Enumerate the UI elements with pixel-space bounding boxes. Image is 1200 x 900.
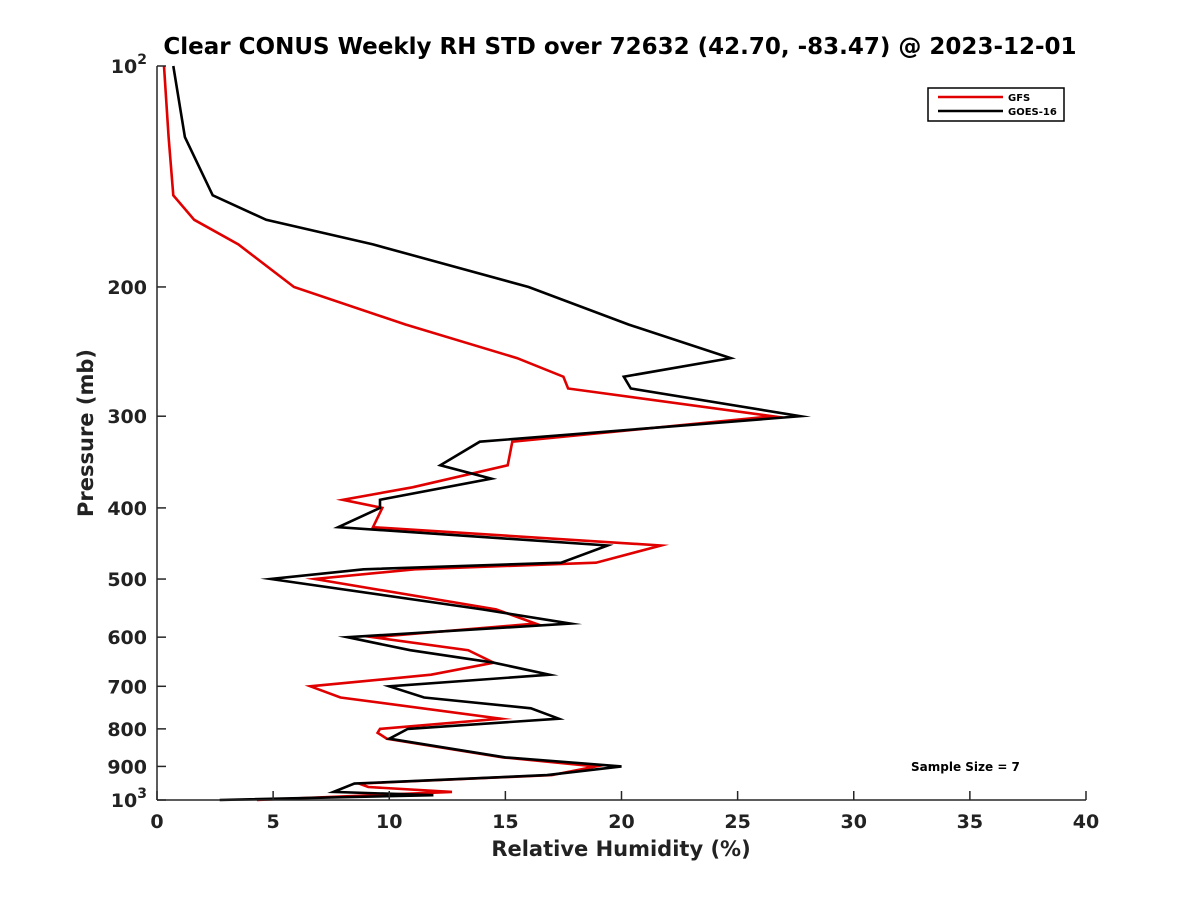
legend-label-goes16: GOES-16 <box>1008 107 1057 118</box>
y-tick-label: 600 <box>107 627 147 649</box>
x-tick-label: 20 <box>608 811 634 833</box>
y-tick-label: 400 <box>107 498 147 520</box>
y-tick-label: 900 <box>107 756 147 778</box>
y-tick-label: 800 <box>107 719 147 741</box>
legend-label-gfs: GFS <box>1008 93 1030 104</box>
sample-size-annotation: Sample Size = 7 <box>911 760 1020 774</box>
y-tick-label: 700 <box>107 676 147 698</box>
series-layer <box>162 65 812 802</box>
y-tick-label: 500 <box>107 569 147 591</box>
x-tick-label: 30 <box>841 811 867 833</box>
x-axis-label: Relative Humidity (%) <box>491 837 750 861</box>
y-tick-label: 102 <box>111 52 147 78</box>
series-line-goes16 <box>172 65 812 802</box>
x-axis-ticks: 0 5 10 15 20 25 30 35 40 <box>150 791 1099 833</box>
legend-box <box>927 87 1065 122</box>
x-tick-label: 40 <box>1073 811 1099 833</box>
series-line-gfs <box>162 65 784 802</box>
chart-title: Clear CONUS Weekly RH STD over 72632 (42… <box>163 34 1076 60</box>
y-tick-label: 300 <box>107 406 147 428</box>
x-tick-label: 15 <box>492 811 518 833</box>
x-tick-label: 25 <box>724 811 750 833</box>
x-tick-label: 10 <box>376 811 402 833</box>
x-tick-label: 5 <box>267 811 280 833</box>
x-tick-label: 35 <box>957 811 983 833</box>
x-tick-label: 0 <box>150 811 163 833</box>
legend: GFS GOES-16 <box>927 87 1065 122</box>
y-tick-label: 103 <box>111 786 147 812</box>
y-tick-label: 200 <box>107 277 147 299</box>
y-axis-ticks: 102 200 300 400 500 600 700 800 900 103 <box>107 52 166 812</box>
y-axis-label: Pressure (mb) <box>74 349 98 517</box>
